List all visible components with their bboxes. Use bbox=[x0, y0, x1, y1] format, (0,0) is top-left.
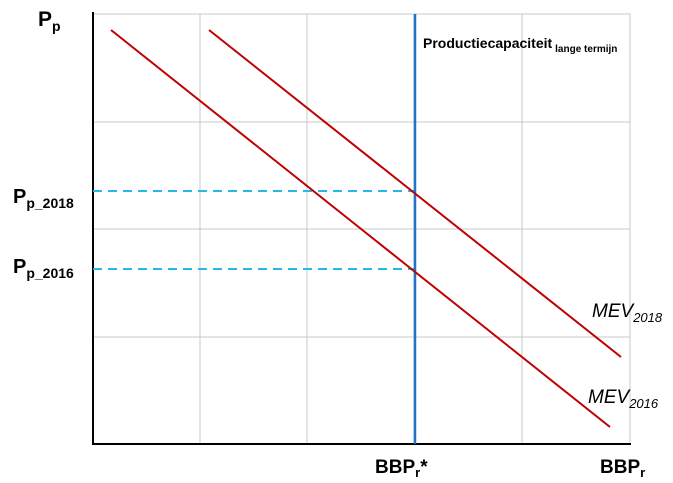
mev-2018-curve bbox=[208, 29, 622, 358]
capacity-annotation-sub: lange termijn bbox=[555, 44, 617, 55]
price-level-2018-label: Pp_2018 bbox=[13, 186, 74, 211]
mev-2016-label-sub: 2016 bbox=[628, 396, 659, 411]
potential-output-label-suffix: * bbox=[420, 457, 428, 478]
price-level-2018-label-sub: p_2018 bbox=[26, 195, 74, 211]
y-axis-label-main: P bbox=[38, 8, 52, 31]
capacity-annotation: Productiecapaciteit lange termijn bbox=[423, 35, 617, 55]
capacity-annotation-main: Productiecapaciteit bbox=[423, 35, 552, 51]
mev-2016-label: MEV2016 bbox=[588, 387, 659, 411]
mev-2016-curve bbox=[110, 29, 611, 428]
mev-2016-label-main: MEV bbox=[588, 387, 632, 408]
mev-2018-label-main: MEV bbox=[592, 301, 636, 322]
price-level-2016-label-sub: p_2016 bbox=[26, 265, 74, 281]
y-axis-label-sub: p bbox=[52, 18, 61, 34]
price-level-2016-label-main: P bbox=[13, 256, 26, 278]
potential-output-label: BBPr* bbox=[375, 457, 428, 480]
price-level-2016-label: Pp_2016 bbox=[13, 256, 74, 281]
mev-2018-label-sub: 2018 bbox=[632, 310, 663, 325]
potential-output-label-main: BBP bbox=[375, 457, 415, 478]
x-axis-label-main: BBP bbox=[600, 457, 640, 478]
mev-2018-label: MEV2018 bbox=[592, 301, 663, 325]
x-axis-label: BBPr bbox=[600, 457, 645, 480]
y-axis-label: Pp bbox=[38, 8, 61, 34]
x-axis-label-sub: r bbox=[640, 465, 645, 480]
potential-output-label-sub: r bbox=[415, 465, 420, 480]
price-level-2018-label-main: P bbox=[13, 186, 26, 208]
